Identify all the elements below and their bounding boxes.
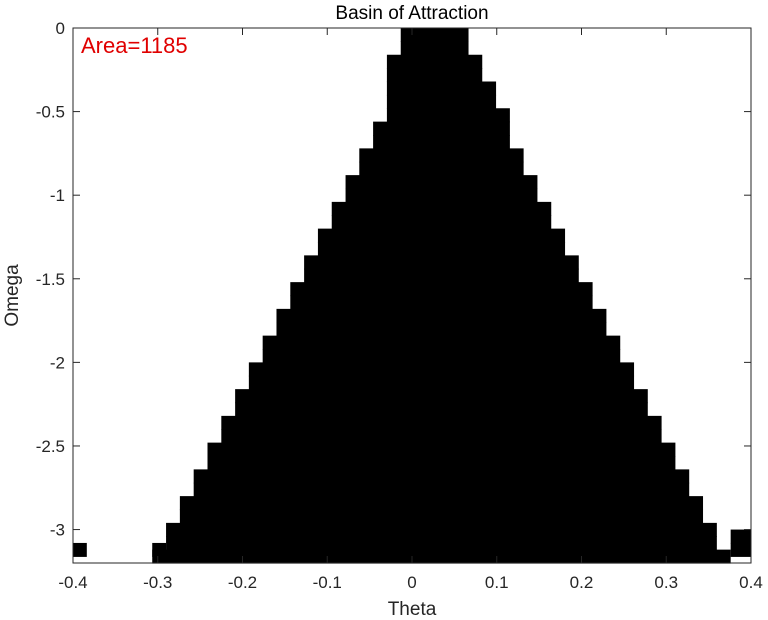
- basin-region: [73, 28, 751, 564]
- plot-area: -0.4 -0.3 -0.2 -0.1 0 0.1 0.2 0.3 0.4 0 -0.5 -1 -1.…: [36, 19, 763, 592]
- basin-row: [262, 335, 621, 350]
- y-tick-label: -2: [50, 353, 65, 372]
- basin-row: [400, 28, 469, 42]
- basin-row: [304, 268, 579, 283]
- x-axis-label: Theta: [388, 599, 437, 620]
- x-tick-label: 0.2: [570, 573, 594, 592]
- basin-row: [179, 496, 704, 511]
- basin-row: [262, 349, 621, 363]
- basin-row: [193, 469, 690, 484]
- y-tick-label: 0: [56, 19, 65, 38]
- basin-row: [166, 522, 717, 537]
- basin-row: [235, 389, 648, 404]
- y-tick-label: -1.5: [36, 270, 65, 289]
- basin-row: [386, 81, 497, 96]
- y-tick-label: -3: [50, 521, 65, 540]
- basin-cell: [730, 542, 751, 557]
- basin-row: [373, 121, 510, 136]
- basin-row: [207, 442, 676, 457]
- basin-row: [179, 509, 704, 524]
- chart-title: Basin of Attraction: [335, 3, 488, 24]
- basin-row: [331, 215, 552, 230]
- basin-row: [290, 295, 593, 310]
- y-tick-label: -0.5: [36, 103, 65, 122]
- y-axis-label: Omega: [2, 264, 23, 327]
- y-tick-label: -1: [50, 186, 65, 205]
- basin-row: [248, 375, 635, 390]
- x-tick-label: 0.1: [485, 573, 509, 592]
- basin-row: [386, 54, 483, 69]
- basin-cell: [152, 542, 167, 557]
- basin-row: [276, 308, 607, 323]
- basin-cell: [73, 542, 87, 557]
- x-tick-label: -0.2: [228, 573, 257, 592]
- basin-row: [386, 68, 483, 83]
- basin-row: [373, 135, 510, 149]
- basin-row: [276, 322, 607, 337]
- basin-cell: [730, 529, 751, 544]
- x-tick-label: -0.1: [313, 573, 342, 592]
- basin-row: [193, 482, 690, 497]
- x-tick-label: 0.4: [739, 573, 763, 592]
- basin-row: [235, 402, 648, 417]
- basin-row: [345, 188, 538, 203]
- basin-row: [317, 242, 566, 256]
- basin-row: [304, 255, 579, 270]
- basin-row: [207, 456, 676, 470]
- x-axis: -0.4 -0.3 -0.2 -0.1 0 0.1 0.2 0.3 0.4: [58, 28, 763, 592]
- basin-row: [290, 282, 593, 297]
- area-annotation: Area=1185: [81, 33, 188, 58]
- basin-row: [248, 362, 635, 377]
- basin-row: [359, 161, 524, 176]
- basin-row: [386, 94, 497, 109]
- basin-row: [152, 549, 731, 564]
- basin-row: [166, 536, 717, 551]
- basin-row: [331, 201, 552, 216]
- basin-row: [400, 41, 469, 56]
- basin-row: [317, 228, 566, 243]
- y-tick-label: -2.5: [36, 437, 65, 456]
- basin-row: [386, 108, 510, 123]
- y-axis: 0 -0.5 -1 -1.5 -2 -2.5 -3: [36, 19, 751, 540]
- basin-row: [359, 148, 524, 163]
- x-tick-label: 0.3: [654, 573, 678, 592]
- basin-row: [221, 415, 662, 430]
- basin-row: [221, 429, 662, 444]
- x-tick-label: 0: [407, 573, 416, 592]
- basin-row: [345, 175, 538, 190]
- x-tick-label: -0.4: [58, 573, 87, 592]
- x-tick-label: -0.3: [143, 573, 172, 592]
